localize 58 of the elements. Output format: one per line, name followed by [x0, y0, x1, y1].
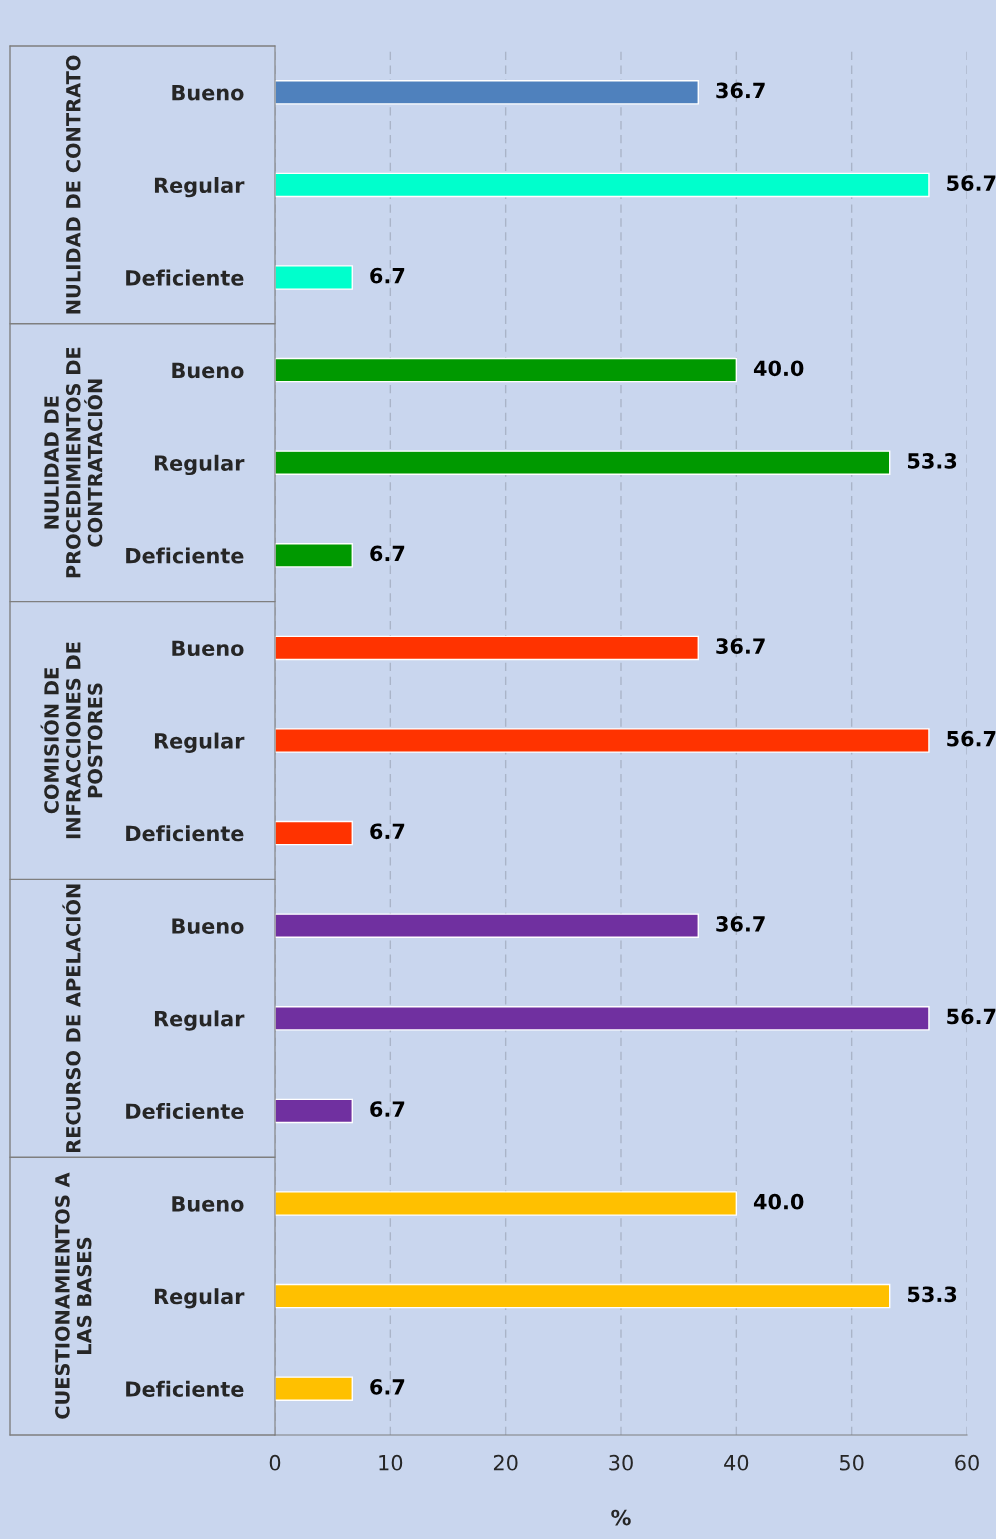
- y-tick-label: Deficiente: [126, 1102, 244, 1120]
- y-tick-label: Regular: [154, 454, 245, 476]
- text: NULIDAD DE CONTRATO: [65, 55, 81, 314]
- y-tick-label: Bueno: [172, 85, 244, 101]
- y-tick-label: Deficiente: [126, 547, 244, 564]
- data-label: 36.7: [716, 82, 765, 99]
- text: CUESTIONAMIENTOS A LAS BASES: [55, 1172, 92, 1419]
- data-label: 6.7: [370, 545, 405, 562]
- bar: [275, 913, 699, 938]
- x-axis-title: %: [611, 1509, 631, 1526]
- bar: [275, 635, 699, 661]
- x-tick-label: 20: [493, 1454, 518, 1471]
- data-label: 6.7: [370, 1101, 405, 1117]
- y-tick-label: Deficiente: [126, 825, 244, 842]
- data-label: 53.3: [908, 1286, 957, 1303]
- data-label: 36.7: [716, 638, 765, 654]
- bar: [275, 543, 353, 568]
- data-label: 6.7: [370, 267, 405, 284]
- x-tick-label: 0: [269, 1454, 281, 1471]
- data-label: 56.7: [947, 1008, 996, 1025]
- bar: [275, 265, 353, 290]
- bar: [275, 1006, 930, 1031]
- bar: [275, 80, 699, 105]
- bar: [275, 172, 930, 198]
- y-tick-label: Regular: [154, 1010, 245, 1031]
- text: NULIDAD DE PROCEDIMIENTOS DE CONTRATACIÓN: [44, 347, 103, 578]
- data-label: 6.7: [370, 823, 405, 840]
- data-label: 40.0: [753, 360, 804, 377]
- data-label: 56.7: [947, 175, 996, 191]
- bar: [275, 1191, 738, 1216]
- y-tick-label: Regular: [154, 732, 245, 753]
- y-tick-label: Bueno: [172, 918, 244, 934]
- x-tick-label: 30: [609, 1454, 633, 1471]
- x-tick-label: 40: [724, 1454, 749, 1471]
- y-tick-label: Regular: [154, 176, 245, 198]
- bar: [275, 728, 930, 753]
- bar: [275, 820, 353, 846]
- x-tick-label: 50: [840, 1454, 864, 1471]
- bar: [275, 1283, 891, 1309]
- data-label: 6.7: [370, 1379, 405, 1395]
- y-tick-label: Deficiente: [126, 269, 244, 286]
- text: COMISIÓN DE INFRACCIONES DE POSTORES: [40, 642, 103, 839]
- y-tick-label: Regular: [154, 1288, 245, 1309]
- y-tick-label: Deficiente: [126, 1380, 244, 1397]
- bar: [275, 450, 891, 475]
- y-tick-label: Bueno: [172, 1196, 244, 1212]
- x-tick-label: 10: [379, 1454, 403, 1471]
- bar: [275, 1098, 353, 1124]
- y-tick-label: Bueno: [172, 640, 244, 657]
- data-label: 53.3: [908, 452, 957, 469]
- data-label: 36.7: [716, 915, 765, 932]
- x-tick-label: 60: [955, 1454, 979, 1471]
- y-tick-label: Bueno: [172, 362, 244, 379]
- text: RECURSO DE APELACIÓN: [62, 884, 81, 1153]
- data-label: 56.7: [947, 730, 996, 747]
- data-label: 40.0: [753, 1193, 804, 1210]
- bar: [275, 1376, 353, 1401]
- bar: [275, 357, 738, 383]
